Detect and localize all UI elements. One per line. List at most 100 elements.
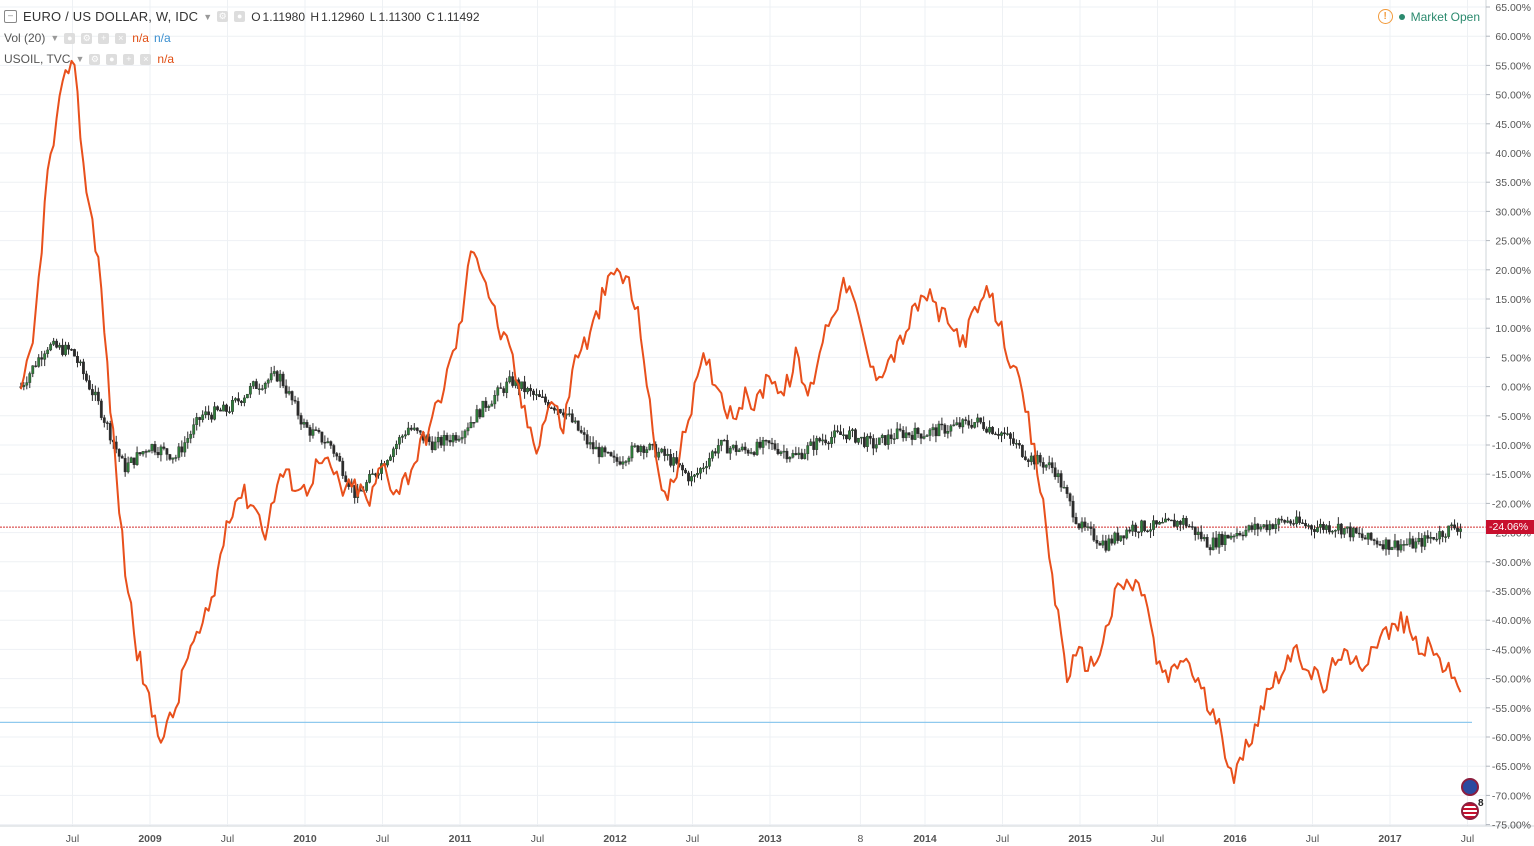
candle-body	[22, 384, 26, 387]
main-series-legend[interactable]: – EURO / US DOLLAR, W, IDC ▼ ⚙ ● O 1.1198…	[4, 9, 482, 24]
candle-body	[579, 430, 583, 433]
candle-body	[1205, 537, 1209, 548]
volume-legend[interactable]: Vol (20) ▼ ● ⚙ + × n/a n/a	[4, 31, 171, 45]
candle-body	[1247, 525, 1251, 531]
candle-body	[1429, 536, 1433, 539]
x-tick-label: 2017	[1378, 833, 1402, 845]
chevron-down-icon[interactable]: ▼	[203, 11, 213, 22]
time-axis[interactable]: Jul 2009 Jul 2010 Jul 2011 Jul 2012 Jul 2013 8 2014…	[66, 833, 1474, 845]
candle-body	[743, 446, 747, 451]
candle-body	[857, 437, 860, 443]
candle-body	[716, 445, 720, 454]
eye-icon[interactable]: ●	[106, 53, 118, 65]
candle-body	[1134, 524, 1138, 532]
close-icon[interactable]: ×	[115, 32, 127, 44]
candle-body	[1366, 532, 1370, 540]
candle-body	[389, 456, 392, 461]
ohlc-close: 1.11492	[437, 9, 480, 24]
candle-body	[67, 344, 70, 350]
candle-body	[1271, 524, 1275, 529]
price-axis[interactable]: 65.00% 60.00% 55.00% 50.00% 45.00% 40.00% 35.0…	[1486, 2, 1531, 832]
candle-body	[713, 451, 717, 454]
candle-body	[1357, 532, 1361, 535]
candle-body	[818, 438, 822, 442]
candle-body	[576, 420, 580, 431]
candle-body	[150, 444, 154, 451]
candle-body	[529, 387, 532, 392]
current-price-tag: -24.06%	[1486, 520, 1534, 535]
candle-body	[1003, 432, 1006, 435]
candle-body	[558, 409, 562, 413]
candle-body	[862, 436, 866, 447]
candle-body	[1289, 520, 1293, 524]
y-tick-label: -75.00%	[1492, 820, 1531, 832]
x-tick-label: 2011	[449, 833, 472, 845]
warning-icon[interactable]: !	[1377, 9, 1393, 24]
candle-body	[931, 427, 935, 431]
candle-body	[245, 393, 249, 399]
candle-body	[1146, 530, 1149, 533]
candle-body	[734, 444, 738, 452]
settings-icon[interactable]: ⚙	[217, 11, 229, 22]
candle-body	[117, 448, 121, 457]
y-tick-label: 45.00%	[1495, 119, 1531, 131]
candle-body	[964, 419, 968, 421]
candle-body	[502, 388, 506, 393]
candle-body	[800, 452, 804, 459]
candle-body	[526, 387, 529, 393]
candle-body	[1187, 525, 1191, 528]
candle-body	[1050, 462, 1054, 468]
candle-body	[242, 397, 246, 403]
x-tick-label: 2009	[138, 833, 162, 845]
close-icon[interactable]: ×	[140, 53, 152, 65]
overlay-legend[interactable]: USOIL, TVC ▼ ⚙ ● + × n/a	[4, 52, 174, 66]
candle-body	[916, 427, 920, 434]
chevron-down-icon[interactable]: ▼	[50, 33, 60, 43]
candle-body	[1170, 519, 1173, 522]
candle-body	[87, 380, 91, 390]
candle-body	[260, 388, 264, 390]
candle-body	[332, 445, 336, 454]
eye-icon[interactable]: ●	[64, 32, 76, 44]
eu-flag-icon[interactable]	[1461, 778, 1479, 796]
candle-body	[1193, 526, 1197, 535]
candle-body	[368, 474, 371, 483]
candle-body	[412, 427, 416, 430]
settings-icon[interactable]: ⚙	[81, 32, 93, 44]
candle-body	[1023, 456, 1027, 460]
us-flag-icon[interactable]	[1461, 802, 1479, 820]
candle-body	[1327, 525, 1331, 533]
eye-icon[interactable]: ●	[234, 11, 246, 22]
candle-body	[466, 427, 470, 432]
candle-body	[76, 356, 79, 363]
candle-body	[1372, 539, 1376, 542]
candle-body	[624, 461, 628, 463]
candle-body	[705, 466, 708, 469]
settings-icon[interactable]: ⚙	[89, 53, 101, 65]
candle-body	[1453, 524, 1456, 529]
candle-body	[1441, 531, 1445, 537]
candle-body	[123, 458, 127, 473]
candle-body	[1283, 520, 1287, 523]
plus-icon[interactable]: +	[98, 32, 110, 44]
candle-body	[710, 451, 714, 459]
candle-body	[1059, 473, 1063, 488]
chevron-down-icon[interactable]: ▼	[75, 54, 85, 64]
candle-body	[162, 446, 166, 449]
candle-body	[216, 406, 219, 411]
candle-body	[982, 422, 986, 430]
candle-body	[868, 435, 872, 439]
candle-body	[228, 411, 231, 413]
candle-body	[550, 407, 553, 409]
y-tick-label: 60.00%	[1495, 31, 1531, 43]
candle-body	[448, 440, 452, 443]
collapse-icon[interactable]: –	[4, 10, 17, 23]
candle-body	[901, 430, 905, 439]
candle-body	[645, 449, 649, 453]
candle-body	[210, 414, 214, 420]
candle-body	[49, 344, 53, 351]
candle-body	[895, 428, 899, 439]
plus-icon[interactable]: +	[123, 53, 135, 65]
candle-body	[606, 451, 610, 454]
candle-body	[365, 482, 369, 491]
